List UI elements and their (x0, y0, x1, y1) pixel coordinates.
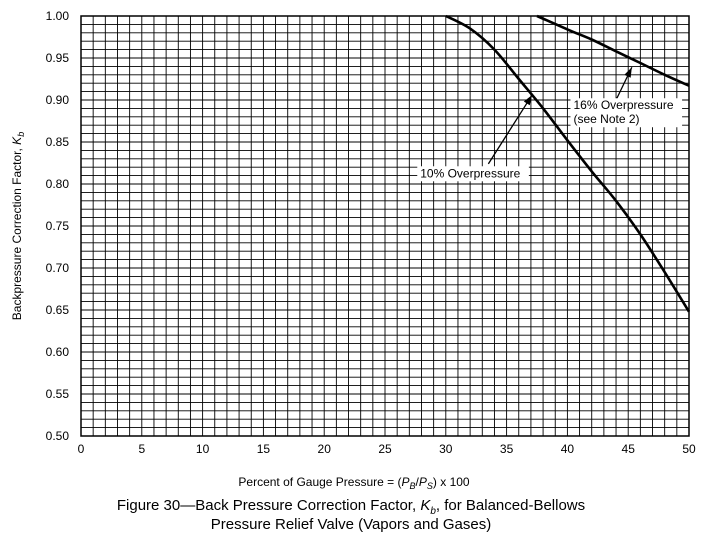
annotation-label: 16% Overpressure (573, 98, 673, 112)
annotation-arrow-line (487, 94, 533, 165)
x-tick-label: 35 (500, 442, 514, 456)
chart-grid (81, 16, 689, 436)
annotation-arrowhead (523, 94, 533, 106)
y-tick-label: 0.50 (46, 429, 70, 443)
plot-frame (80, 15, 690, 437)
x-axis-label: Percent of Gauge Pressure = (PB/PS) x 10… (238, 475, 470, 491)
y-axis-label: Backpressure Correction Factor, Kb (10, 132, 26, 320)
x-tick-label: 40 (561, 442, 575, 456)
figure-caption-line-1: Figure 30—Back Pressure Correction Facto… (116, 497, 586, 517)
figure-caption-line-2: Pressure Relief Valve (Vapors and Gases) (210, 516, 492, 533)
x-tick-label: 20 (318, 442, 332, 456)
curve-sixteen (536, 14, 690, 87)
annotation-label: (see Note 2) (573, 112, 639, 126)
x-tick-label: 0 (78, 442, 85, 456)
x-tick-label: 10 (196, 442, 210, 456)
y-tick-label: 0.80 (46, 177, 70, 191)
y-tick-labels: 0.50 0.55 0.60 0.65 0.70 0.75 0.80 0.85 0.90 0.95… (46, 9, 70, 443)
y-tick-label: 1.00 (46, 9, 70, 23)
annotation-arrowhead (624, 67, 632, 78)
y-tick-label: 0.85 (46, 135, 70, 149)
y-tick-label: 0.55 (46, 387, 70, 401)
x-tick-label: 5 (138, 442, 145, 456)
x-tick-label: 15 (257, 442, 271, 456)
x-tick-label: 50 (682, 442, 696, 456)
x-tick-label: 25 (378, 442, 392, 456)
chart-curves (445, 14, 691, 313)
y-tick-label: 0.70 (46, 261, 70, 275)
annotation-label-bg (570, 98, 683, 128)
y-tick-label: 0.95 (46, 51, 70, 65)
annotation-label-bg (417, 166, 529, 182)
y-tick-label: 0.75 (46, 219, 70, 233)
x-tick-label: 45 (622, 442, 636, 456)
x-tick-label: 30 (439, 442, 453, 456)
annotation-label: 10% Overpressure (420, 166, 520, 180)
y-tick-label: 0.60 (46, 345, 70, 359)
y-tick-label: 0.65 (46, 303, 70, 317)
curve-ten (445, 14, 691, 313)
x-tick-labels: 0 5 10 15 20 25 30 35 40 45 50 (78, 442, 696, 456)
chart-annotations: 10% Overpressure 16% Overpressure(see Not… (417, 66, 683, 182)
y-tick-label: 0.90 (46, 93, 70, 107)
